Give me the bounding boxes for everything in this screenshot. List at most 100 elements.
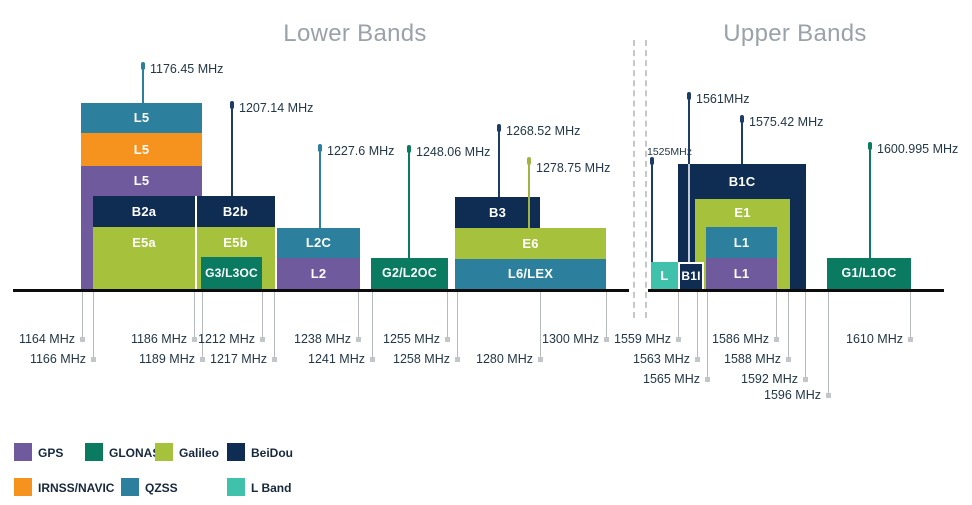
marker-stem [408, 149, 410, 258]
marker-stem [741, 119, 743, 164]
marker-label-1268-52: 1268.52 MHz [506, 124, 581, 138]
marker-label-1525: 1525MHz [647, 146, 692, 158]
tick-line [605, 292, 607, 339]
tick-square [603, 337, 609, 342]
tick-label-910: 1610 MHz [846, 332, 903, 346]
band-label: G3/L3OC [205, 266, 258, 280]
marker-dot [740, 115, 744, 123]
tick-line [81, 292, 83, 339]
tick-line [371, 292, 373, 359]
tick-line [677, 292, 679, 339]
band-label: L1 [733, 235, 750, 250]
marker-dot [230, 101, 234, 109]
tick-label-93: 1166 MHz [29, 352, 86, 366]
tick-label-274: 1217 MHz [210, 352, 267, 366]
marker-label-1600-995: 1600.995 MHz [877, 142, 959, 156]
band-qzss-l1: L1 [706, 227, 777, 258]
tick-label-707: 1565 MHz [643, 372, 700, 386]
band-qzss-l2c: L2C [277, 228, 360, 258]
frequency-axis-segment [13, 289, 629, 292]
marker-stem [231, 105, 233, 196]
tick-square [907, 337, 913, 342]
tick-square [355, 337, 361, 342]
tick-line [201, 292, 203, 359]
axis-break-dashed-line [633, 40, 635, 318]
marker-dot [497, 124, 501, 132]
band-label: E1 [734, 205, 751, 220]
tick-square [802, 377, 808, 382]
band-divider [194, 196, 197, 289]
legend-label-glonass: GLONASS [109, 446, 169, 460]
tick-square [825, 393, 831, 398]
tick-label-358: 1238 MHz [294, 332, 351, 346]
band-qzss-l6-lex: L6/LEX [455, 259, 606, 289]
band-beidou-b2b: B2b [196, 196, 275, 227]
tick-line [273, 292, 275, 359]
tick-line [92, 292, 94, 359]
marker-label-1176-45: 1176.45 MHz [150, 62, 224, 76]
marker-stem [528, 161, 530, 228]
band-label: L6/LEX [507, 266, 554, 281]
legend-label-gps: GPS [38, 446, 64, 460]
legend-label-irnss: IRNSS/NAVIC [38, 481, 115, 495]
marker-dot [318, 144, 322, 152]
tick-line [261, 292, 263, 339]
marker-label-1575-42: 1575.42 MHz [749, 115, 824, 129]
tick-line [446, 292, 448, 339]
tick-label-540: 1280 MHz [476, 352, 533, 366]
marker-label-1248-06: 1248.06 MHz [416, 145, 491, 159]
tick-label-828: 1596 MHz [764, 388, 821, 402]
tick-label-447: 1255 MHz [383, 332, 440, 346]
band-label: L5 [133, 173, 150, 188]
band-label: B1C [728, 174, 756, 189]
legend-swatch-lband [227, 478, 245, 496]
tick-label-606: 1300 MHz [542, 332, 599, 346]
legend-label-qzss: QZSS [145, 481, 178, 495]
band-galileo-e6: E6 [455, 228, 606, 259]
tick-label-82: 1164 MHz [18, 332, 75, 346]
marker-stem [498, 128, 500, 197]
tick-line [775, 292, 777, 339]
tick-label-776: 1586 MHz [712, 332, 769, 346]
legend-swatch-beidou [227, 443, 245, 461]
tick-square [444, 337, 450, 342]
legend-label-galileo: Galileo [179, 446, 220, 460]
tick-line [706, 292, 708, 379]
band-galileo-e5a: E5a [93, 227, 195, 289]
band-beidou-b1i: B1I [678, 262, 704, 289]
band-label: E5b [223, 235, 248, 250]
tick-label-678: 1559 MHz [614, 332, 671, 346]
band-label: L1 [733, 266, 750, 281]
tick-square [454, 357, 460, 362]
band-irnss-l5: L5 [81, 133, 202, 166]
tick-square [271, 357, 277, 362]
tick-square [537, 357, 543, 362]
band-label: G2/L2OC [382, 266, 437, 280]
tick-label-805: 1592 MHz [741, 372, 798, 386]
lower-bands-title: Lower Bands [283, 20, 427, 47]
band-label: L2 [310, 266, 327, 281]
tick-label-697: 1563 MHz [633, 352, 690, 366]
band-gps-l1: L1 [706, 258, 777, 289]
band-qzss-l5: L5 [81, 103, 202, 133]
band-beidou-b3: B3 [455, 197, 540, 228]
marker-label-1561: 1561MHz [696, 92, 750, 106]
tick-line [456, 292, 458, 359]
band-glonass-g1-l1oc: G1/L1OC [827, 258, 911, 289]
band-glonass-g2-l2oc: G2/L2OC [371, 258, 448, 289]
tick-label-788: 1588 MHz [724, 352, 781, 366]
marker-stem [319, 148, 321, 228]
legend-swatch-gps [14, 443, 32, 461]
legend-swatch-galileo [155, 443, 173, 461]
band-beidou-b2a: B2a [93, 196, 195, 227]
tick-square [785, 357, 791, 362]
marker-stem [651, 161, 653, 262]
tick-square [773, 337, 779, 342]
tick-line [193, 292, 195, 339]
band-lband-l: L [651, 262, 678, 289]
marker-dot [868, 142, 872, 150]
tick-label-262: 1212 MHz [198, 332, 255, 346]
tick-square [694, 357, 700, 362]
tick-line [539, 292, 541, 359]
